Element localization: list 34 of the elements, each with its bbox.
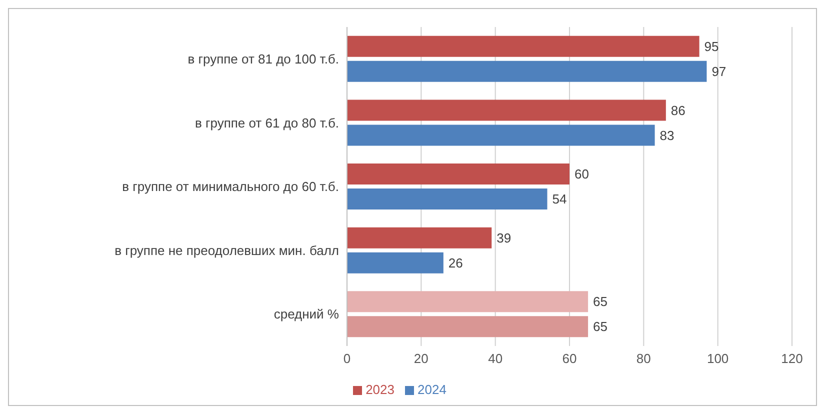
data-label: 65: [593, 294, 608, 310]
bar: [347, 100, 666, 121]
y-tick-label: в группе от 81 до 100 т.б.: [188, 52, 339, 67]
bar: [347, 252, 444, 274]
y-tick-label: средний %: [274, 306, 340, 322]
x-tick-label: 60: [562, 351, 577, 366]
data-label: 60: [574, 166, 589, 182]
bar: [347, 124, 655, 146]
bar: [347, 291, 588, 312]
bar: [347, 164, 570, 185]
data-label: 26: [448, 255, 463, 270]
y-tick-label: в группе от 61 до 80 т.б.: [194, 115, 339, 130]
x-tick-label: 100: [706, 351, 729, 366]
bar: [347, 36, 700, 57]
x-tick-label: 40: [488, 351, 503, 366]
x-tick-label: 80: [636, 351, 651, 366]
bar: [347, 227, 492, 248]
bar: [347, 316, 588, 338]
y-tick-label: в группе от минимального до 60 т.б.: [122, 179, 339, 194]
x-tick-label: 120: [781, 351, 803, 366]
data-label: 97: [712, 64, 726, 80]
data-label: 65: [593, 319, 608, 334]
data-label: 95: [704, 39, 719, 54]
y-tick-label: в группе не преодолевших мин. балл: [114, 242, 339, 258]
data-label: 86: [670, 102, 686, 118]
x-tick-label: 20: [414, 351, 428, 366]
legend-label: 2024: [418, 382, 446, 397]
x-tick-label: 0: [343, 351, 351, 366]
data-label: 54: [552, 192, 567, 207]
bar: [347, 188, 548, 210]
bar: [347, 60, 707, 82]
legend-label: 2023: [366, 382, 394, 397]
data-label: 83: [660, 128, 674, 143]
data-label: 39: [496, 230, 512, 246]
